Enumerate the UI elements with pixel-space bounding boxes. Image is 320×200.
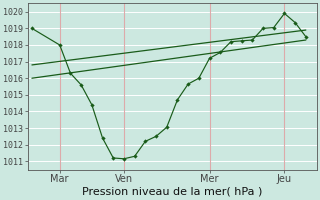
X-axis label: Pression niveau de la mer( hPa ): Pression niveau de la mer( hPa ) — [82, 187, 262, 197]
